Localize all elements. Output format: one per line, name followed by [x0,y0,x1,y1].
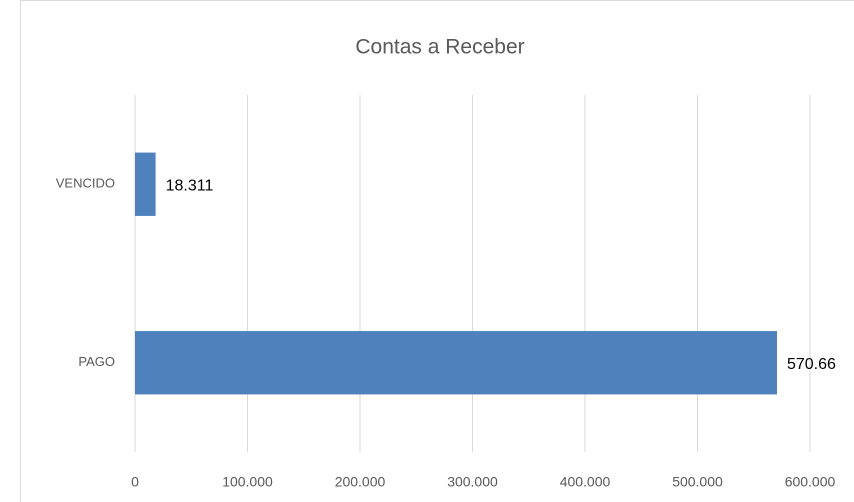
x-tick-label: 600.000 [785,474,836,490]
chart-title: Contas a Receber [355,36,524,59]
x-tick-label: 400.000 [560,474,611,490]
x-tick-label: 200.000 [335,474,386,490]
data-label: 18.311 [166,177,214,194]
chart-frame [20,0,854,502]
x-tick-label: 100.000 [222,474,273,490]
bar [135,152,156,216]
x-tick-label: 0 [131,474,139,490]
y-tick-label: PAGO [78,354,115,369]
bar [135,331,777,395]
x-tick-label: 300.000 [447,474,498,490]
data-label: 570.66 [787,356,836,373]
x-tick-label: 500.000 [672,474,723,490]
y-tick-label: VENCIDO [56,176,115,191]
